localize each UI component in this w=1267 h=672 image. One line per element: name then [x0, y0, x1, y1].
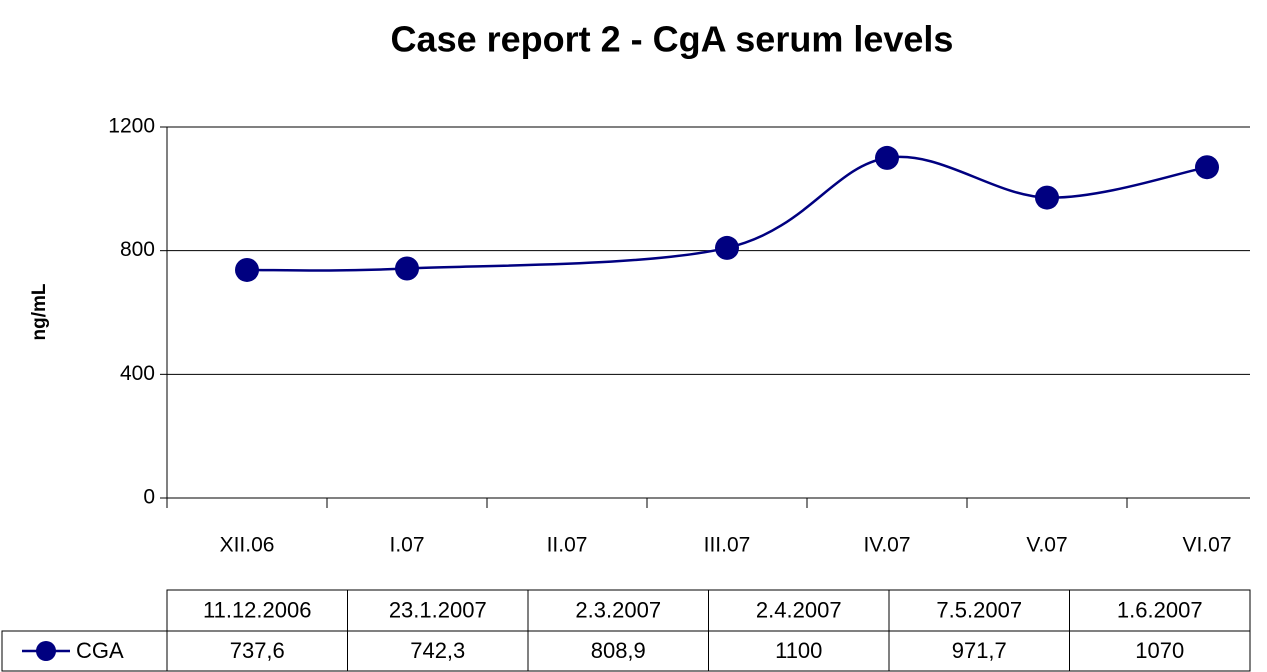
x-tick-label: IV.07 — [863, 534, 910, 557]
table-value: 1070 — [1135, 638, 1184, 663]
y-tick-label: 1200 — [108, 115, 155, 138]
table-date: 2.3.2007 — [575, 597, 661, 622]
data-point — [1035, 185, 1059, 210]
table-date: 2.4.2007 — [756, 597, 842, 622]
table-date: 11.12.2006 — [203, 597, 311, 622]
x-tick-label: II.07 — [547, 534, 588, 557]
data-point — [1195, 155, 1219, 180]
table-data-row — [1, 630, 1251, 672]
y-tick-label: 0 — [143, 486, 155, 509]
table-date: 1.6.2007 — [1117, 597, 1203, 622]
table-date: 7.5.2007 — [936, 597, 1022, 622]
x-tick-label: VI.07 — [1182, 534, 1231, 557]
table-value: 1100 — [775, 638, 822, 663]
data-point — [875, 145, 899, 170]
legend-marker — [36, 641, 56, 661]
data-point — [395, 256, 419, 281]
table-value: 971,7 — [952, 638, 1007, 663]
table-value: 737,6 — [230, 638, 285, 663]
table-date: 23.1.2007 — [389, 597, 487, 622]
x-tick-label: I.07 — [389, 534, 424, 557]
x-tick-label: III.07 — [704, 534, 751, 557]
legend-label: CGA — [76, 638, 124, 663]
x-tick-label: XII.06 — [220, 534, 275, 557]
y-tick-label: 400 — [120, 362, 155, 385]
data-point — [715, 235, 739, 260]
y-axis-label: ng/mL — [29, 283, 50, 340]
y-tick-label: 800 — [120, 238, 155, 261]
data-point — [235, 257, 259, 282]
x-tick-label: V.07 — [1026, 534, 1067, 557]
table-value: 808,9 — [591, 638, 646, 663]
chart-title: Case report 2 - CgA serum levels — [391, 19, 954, 60]
table-value: 742,3 — [410, 638, 465, 663]
